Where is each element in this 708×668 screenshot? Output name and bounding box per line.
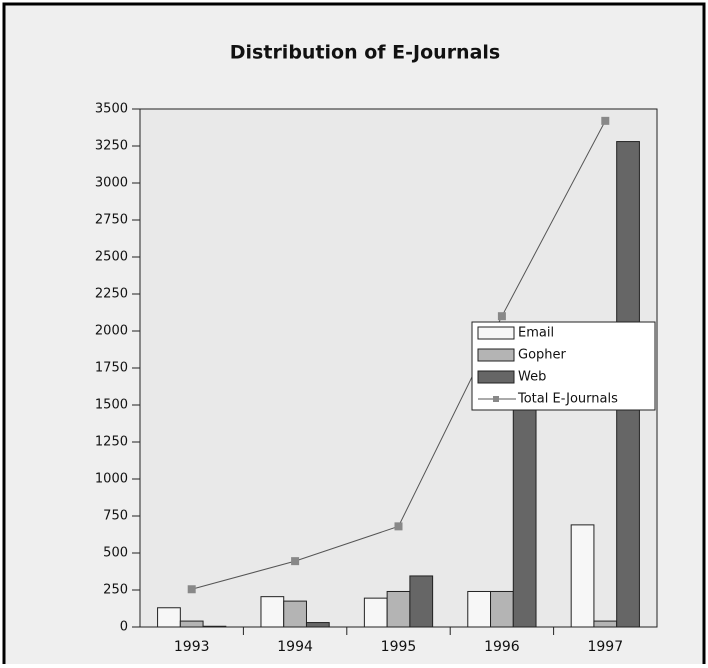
legend-swatch xyxy=(478,327,514,339)
bar xyxy=(387,591,410,627)
bar xyxy=(284,601,307,627)
y-tick-label: 2750 xyxy=(95,213,128,228)
y-tick-label: 3500 xyxy=(95,102,128,117)
y-tick-label: 500 xyxy=(103,546,128,561)
bar xyxy=(410,576,433,627)
x-tick-label: 1997 xyxy=(587,639,623,655)
point xyxy=(188,585,196,593)
x-tick-label: 1996 xyxy=(484,639,520,655)
chart: Distribution of E-Journals 0 250 500 750 100… xyxy=(0,0,708,664)
y-tick-label: 1000 xyxy=(95,472,128,487)
point xyxy=(395,522,403,530)
y-tick-label: 2250 xyxy=(95,287,128,302)
bar xyxy=(468,591,491,627)
x-tick-label: 1993 xyxy=(174,639,210,655)
x-tick-label: 1995 xyxy=(381,639,417,655)
legend-marker xyxy=(493,396,499,402)
bar xyxy=(513,390,536,627)
point xyxy=(291,557,299,565)
bar xyxy=(261,597,284,627)
y-tick-label: 1250 xyxy=(95,435,128,450)
y-tick-label: 0 xyxy=(120,620,128,635)
bar xyxy=(158,608,181,627)
legend-label: Gopher xyxy=(518,348,567,363)
y-tick-label: 2500 xyxy=(95,250,128,265)
y-tick-label: 250 xyxy=(103,583,128,598)
bar xyxy=(571,525,594,627)
point xyxy=(498,312,506,320)
bar xyxy=(180,621,203,627)
legend-label: Email xyxy=(518,326,554,341)
y-tick-label: 750 xyxy=(103,509,128,524)
bar xyxy=(491,591,514,627)
legend-swatch xyxy=(478,371,514,383)
point xyxy=(601,117,609,125)
legend-swatch xyxy=(478,349,514,361)
y-tick-label: 1500 xyxy=(95,398,128,413)
y-tick-label: 2000 xyxy=(95,324,128,339)
y-tick-label: 1750 xyxy=(95,361,128,376)
y-tick-label: 3250 xyxy=(95,139,128,154)
legend-label: Web xyxy=(518,370,546,385)
bar xyxy=(306,623,329,627)
chart-title: Distribution of E-Journals xyxy=(230,42,500,64)
y-tick-label: 3000 xyxy=(95,176,128,191)
bar xyxy=(364,598,387,627)
x-tick-label: 1994 xyxy=(277,639,313,655)
bar xyxy=(594,621,617,627)
bar xyxy=(203,626,226,627)
legend-label: Total E-Journals xyxy=(517,392,618,407)
